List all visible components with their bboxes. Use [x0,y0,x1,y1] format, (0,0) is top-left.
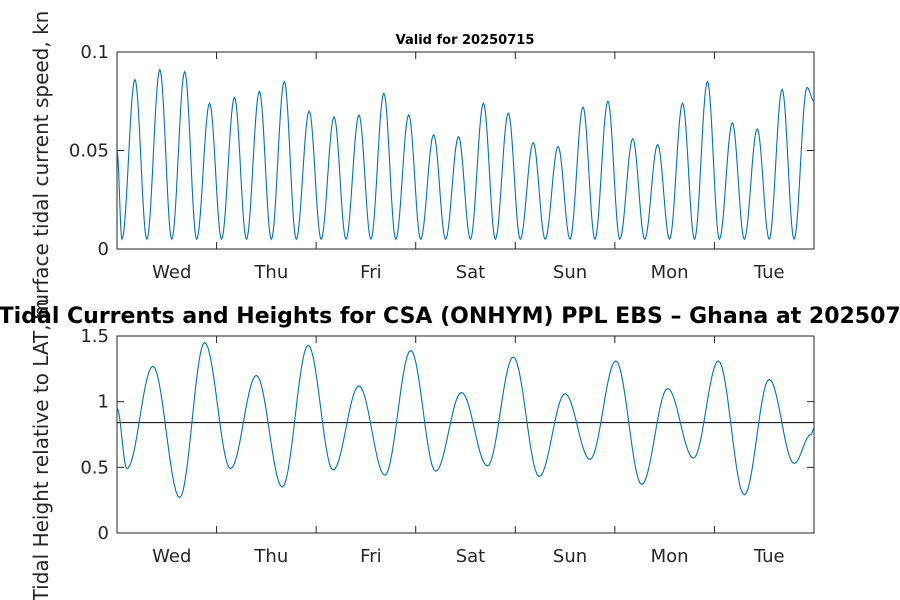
bottom-axes-box [116,335,815,534]
top-ytick-label: 0 [98,239,109,260]
current-speed-line [116,68,815,241]
bottom-ytick-label: 0 [98,523,109,544]
bottom-axes: 0 0.5 1 1.5 Wed Thu Fri Sat Sun Mon Tue Tidal Heig… [29,299,815,600]
top-xtick-label-wed: Wed [152,262,191,283]
top-xtick-label-sun: Sun [553,262,587,283]
bottom-xtick-label-mon: Mon [651,546,689,567]
bottom-ytick-label: 0.5 [80,457,109,478]
top-y-axis-label: Surface tidal current speed, kn [29,11,53,320]
top-xtick-label-sat: Sat [456,262,486,283]
bottom-ytick-label: 1.5 [80,326,109,347]
top-ytick-label: 0.1 [80,42,109,63]
bottom-xtick-label-tue: Tue [753,546,785,567]
top-xtick-label-tue: Tue [753,262,785,283]
bottom-xtick-label-thu: Thu [253,546,288,567]
top-xtick-label-fri: Fri [360,262,381,283]
bottom-axes-ticks: 0 0.5 1 1.5 Wed Thu Fri Sat Sun Mon Tue [80,326,814,567]
tidal-height-line [116,341,815,499]
top-axes: 0 0.05 0.1 Wed Thu Fri Sat Sun Mon Tue Valid for … [29,11,815,320]
top-ytick-label: 0.05 [69,141,109,162]
main-chart-title: Tidal Currents and Heights for CSA (ONHY… [0,304,900,329]
top-axes-ticks: 0 0.05 0.1 Wed Thu Fri Sat Sun Mon Tue [69,42,814,283]
top-xtick-label-mon: Mon [651,262,689,283]
top-chart-title: Valid for 20250715 [396,33,535,48]
bottom-ytick-label: 1 [98,392,109,413]
bottom-xtick-label-sat: Sat [456,546,486,567]
top-xtick-label-thu: Thu [253,262,288,283]
bottom-xtick-label-sun: Sun [553,546,587,567]
bottom-xtick-label-wed: Wed [152,546,191,567]
bottom-xtick-label-fri: Fri [360,546,381,567]
bottom-y-axis-label: Tidal Height relative to LAT, m [29,299,53,600]
top-axes-box [116,51,815,250]
